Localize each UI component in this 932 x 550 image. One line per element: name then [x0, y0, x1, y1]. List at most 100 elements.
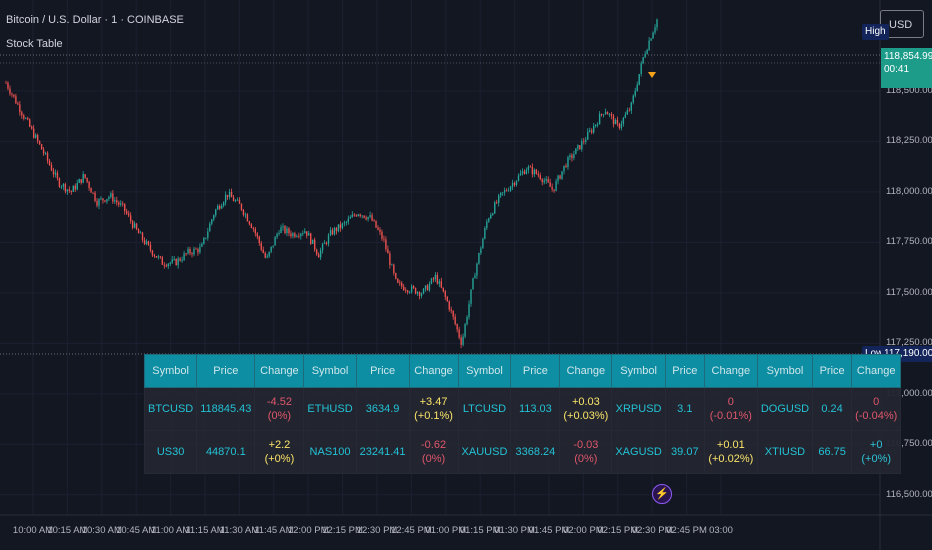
cell-value: 3368.24 [515, 446, 556, 458]
time-axis-label: 12:15 PM [322, 525, 363, 536]
time-axis-label: 01:30 PM [494, 525, 535, 536]
candle [169, 262, 171, 264]
table-cell: NAS100 [303, 430, 357, 474]
cell-value: LTCUSD [462, 403, 507, 415]
high-tag: High [862, 24, 889, 40]
candle [551, 186, 553, 190]
table-header-cell: Symbol [756, 354, 814, 388]
candle [496, 202, 498, 204]
candle [381, 231, 383, 239]
time-axis-label: 01:15 PM [459, 525, 501, 536]
cell-percent: (-0.01%) [709, 410, 752, 422]
candle [139, 232, 142, 234]
lightning-icon[interactable]: ⚡ [652, 484, 672, 504]
candle [193, 248, 195, 255]
candle [406, 290, 409, 293]
candle [145, 241, 148, 244]
table-header-cell: Price [355, 354, 410, 388]
candle [379, 229, 381, 232]
candle [359, 214, 361, 216]
cell-value: 66.75 [818, 446, 846, 458]
cell-value: 23241.41 [359, 446, 406, 458]
table-row: BTCUSD 118845.43 -4.52 (0%) ETHUSD 3634.9 +3.4… [143, 387, 902, 431]
table-cell: LTCUSD [457, 387, 512, 431]
candle [254, 228, 257, 234]
candle [369, 215, 371, 217]
candle [561, 171, 563, 179]
candle [618, 123, 621, 128]
candle [211, 219, 213, 224]
table-header-cell: Symbol [303, 354, 357, 388]
indicator-label[interactable]: Stock Table [6, 38, 63, 50]
candle [511, 182, 514, 187]
candle [361, 215, 363, 217]
candle [100, 198, 102, 200]
candle [606, 112, 609, 115]
candle [106, 198, 108, 202]
candle [298, 236, 300, 238]
candle [17, 103, 19, 105]
candle [355, 215, 357, 217]
table-header-cell: Symbol [611, 354, 666, 388]
candle [335, 228, 338, 232]
table-header-cell: Change [851, 354, 902, 388]
time-axis-label: 10:15 AM [47, 525, 88, 536]
candle [143, 239, 146, 244]
candle [408, 291, 411, 293]
cell-value: -4.52 [266, 396, 292, 408]
candle [349, 217, 351, 219]
candle [127, 213, 130, 216]
candle [412, 286, 415, 288]
candle [626, 110, 629, 115]
candle [357, 214, 359, 217]
candle [199, 246, 201, 253]
time-axis-label: 01:45 PM [528, 525, 570, 536]
candle [478, 253, 480, 264]
table-cell: XAUUSD [457, 430, 512, 474]
chart-title: Bitcoin / U.S. Dollar · 1 · COINBASE [6, 14, 184, 26]
candle [444, 291, 446, 297]
candle [371, 215, 373, 221]
candle [262, 249, 264, 253]
candle [363, 215, 365, 218]
time-axis-label: 02:15 PM [597, 525, 639, 536]
candle [197, 249, 199, 253]
candle [60, 186, 63, 188]
candle [76, 182, 78, 190]
candle [312, 239, 314, 244]
candle [155, 256, 158, 258]
candle [337, 224, 340, 232]
candle [317, 254, 320, 258]
candle [220, 205, 223, 209]
candle [503, 190, 506, 193]
candle [654, 27, 656, 33]
table-cell: XAGUSD [611, 430, 666, 474]
candle [458, 329, 460, 338]
candle [430, 278, 433, 284]
cell-value: -0.62 [421, 439, 447, 451]
table-cell: +0 (+0%) [851, 430, 902, 474]
candle [575, 148, 577, 155]
candle [531, 166, 534, 175]
candle [167, 263, 169, 267]
candle [88, 181, 90, 188]
candle [86, 177, 88, 182]
candle [215, 209, 217, 216]
candle [296, 236, 298, 238]
table-header-cell: Change [559, 354, 613, 388]
cell-value: XAGUSD [615, 446, 662, 458]
candle [252, 227, 255, 229]
candle [353, 214, 355, 216]
candle [264, 252, 266, 258]
candle [632, 95, 634, 103]
candle [405, 290, 407, 292]
candle [34, 134, 37, 138]
candle [161, 257, 164, 265]
candle [598, 114, 601, 125]
candle [242, 209, 245, 215]
candle [286, 228, 288, 234]
candle [116, 200, 118, 203]
candle [553, 189, 555, 191]
candle [620, 123, 623, 128]
candle [54, 172, 57, 175]
